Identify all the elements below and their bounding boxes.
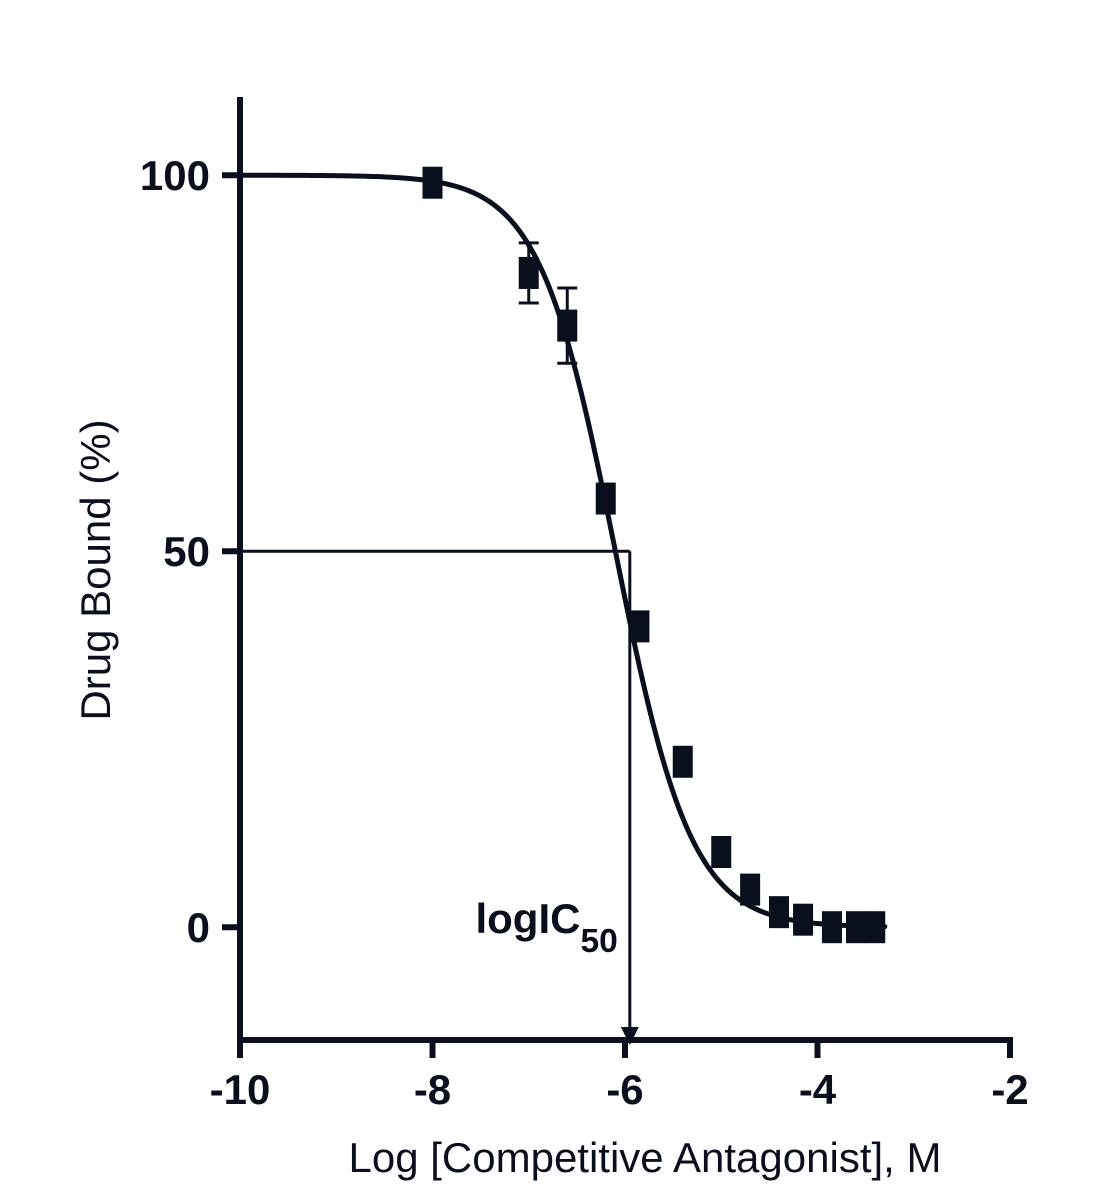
data-point bbox=[596, 483, 616, 515]
chart-container: -10 -8 -6 -4 -2 0 50 100 Log [Competitive Antago… bbox=[0, 0, 1111, 1200]
x-tick-label: -4 bbox=[799, 1066, 837, 1113]
y-tick-label: 0 bbox=[187, 904, 210, 951]
data-point bbox=[557, 310, 577, 342]
x-tick-label: -8 bbox=[414, 1066, 451, 1113]
x-tick-label: -2 bbox=[991, 1066, 1028, 1113]
ic50-label: logIC50 bbox=[475, 895, 617, 960]
data-point bbox=[519, 257, 539, 289]
ic50-chart: -10 -8 -6 -4 -2 0 50 100 Log [Competitive Antago… bbox=[0, 0, 1111, 1200]
x-tick-label: -6 bbox=[606, 1066, 643, 1113]
x-tick-label: -10 bbox=[210, 1066, 271, 1113]
data-point bbox=[769, 896, 789, 928]
data-point bbox=[740, 874, 760, 906]
x-axis-label: Log [Competitive Antagonist], M bbox=[349, 1134, 942, 1181]
data-point bbox=[629, 610, 649, 642]
data-point bbox=[793, 904, 813, 936]
data-point bbox=[673, 746, 693, 778]
data-point bbox=[423, 167, 443, 199]
data-point bbox=[822, 911, 842, 943]
y-tick-label: 100 bbox=[140, 152, 210, 199]
y-axis-label: Drug Bound (%) bbox=[72, 419, 119, 720]
data-point bbox=[711, 836, 731, 868]
y-tick-label: 50 bbox=[163, 528, 210, 575]
data-point bbox=[865, 911, 885, 943]
data-point bbox=[846, 911, 866, 943]
